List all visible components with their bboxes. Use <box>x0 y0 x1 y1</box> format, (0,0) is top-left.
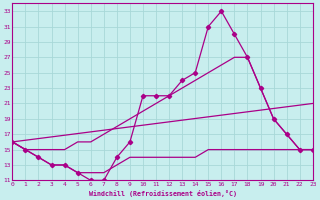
X-axis label: Windchill (Refroidissement éolien,°C): Windchill (Refroidissement éolien,°C) <box>89 190 236 197</box>
